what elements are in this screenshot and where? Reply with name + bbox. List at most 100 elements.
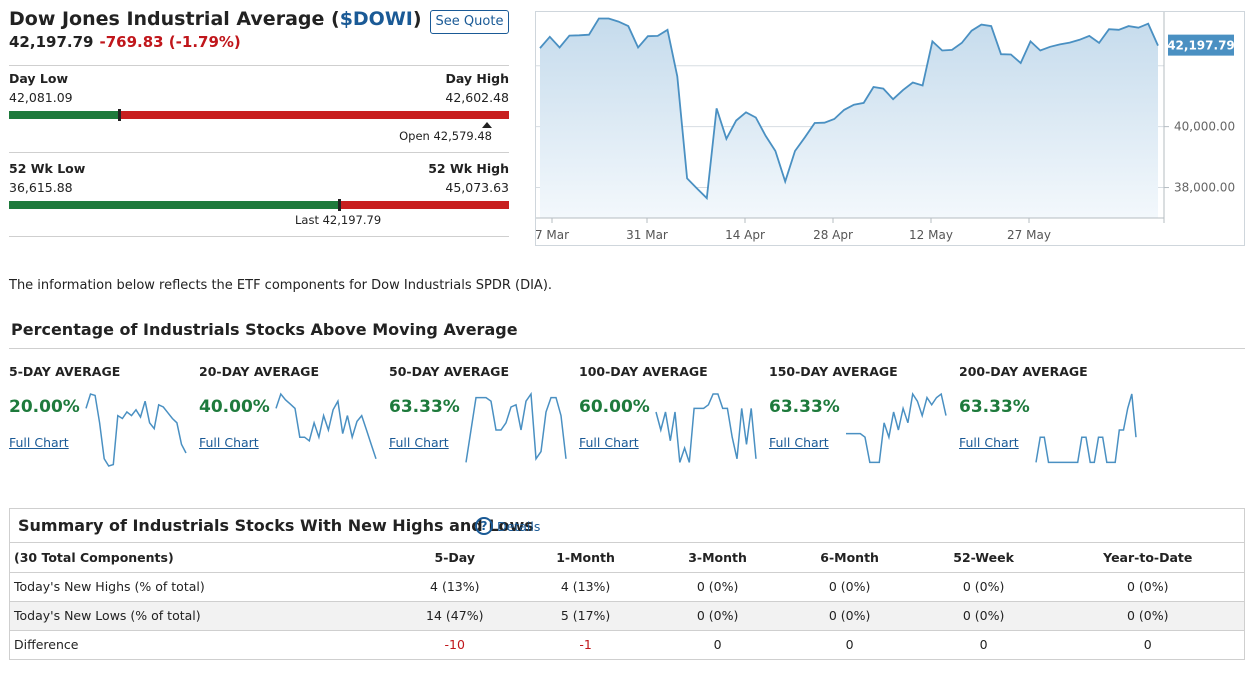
ma-sparkline bbox=[465, 392, 567, 463]
ma-percentage: 63.33% bbox=[959, 397, 1030, 417]
wk52-range-bar bbox=[9, 199, 509, 211]
wk52-range-green bbox=[9, 201, 339, 209]
price-area bbox=[540, 18, 1158, 218]
table-cell: 0 bbox=[1143, 637, 1152, 653]
quote-panel: Dow Jones Industrial Average ($DOWI) See… bbox=[9, 8, 509, 238]
table-cell: -10 bbox=[444, 637, 465, 653]
table-cell: 4 (13%) bbox=[390, 572, 520, 602]
moving-average-title: Percentage of Industrials Stocks Above M… bbox=[11, 320, 518, 339]
summary-header: Summary of Industrials Stocks With New H… bbox=[10, 509, 1244, 543]
table-header-row: (30 Total Components) 5-Day 1-Month 3-Mo… bbox=[10, 543, 1244, 573]
open-marker-icon bbox=[481, 122, 492, 128]
table-cell: 0 (0%) bbox=[651, 601, 784, 631]
price-line bbox=[539, 17, 1159, 201]
ma-percentage: 40.00% bbox=[199, 397, 270, 417]
day-low-value: 42,081.09 bbox=[9, 90, 73, 105]
row-label: Difference bbox=[14, 637, 79, 653]
price-change: -769.83 (-1.79%) bbox=[99, 33, 241, 51]
x-tick-label: 7 Mar bbox=[536, 228, 569, 242]
day-range-red bbox=[119, 111, 509, 119]
column-header: 5-Day bbox=[390, 543, 520, 573]
y-tick-label: 40,000.00 bbox=[1174, 120, 1235, 134]
column-header: 6-Month bbox=[783, 543, 916, 573]
price-chart[interactable]: 7 Mar 31 Mar 14 Apr 28 Apr 12 May 27 May 40,00… bbox=[535, 11, 1245, 246]
table-cell: 0 (0%) bbox=[915, 572, 1052, 602]
x-tick-label: 27 May bbox=[1007, 228, 1051, 242]
table-row: Today's New Highs (% of total) 4 (13%) 4… bbox=[10, 572, 1244, 602]
last-price-line: 42,197.79 -769.83 (-1.79%) bbox=[9, 33, 241, 51]
see-quote-button[interactable]: See Quote bbox=[430, 10, 509, 34]
row-label: Today's New Lows (% of total) bbox=[10, 601, 390, 631]
table-cell: 0 (0%) bbox=[783, 572, 916, 602]
ma-label: 20-DAY AVERAGE bbox=[199, 364, 319, 379]
column-header: (30 Total Components) bbox=[10, 543, 390, 573]
table-cell: -1 bbox=[579, 637, 592, 653]
sparkline-series bbox=[465, 392, 567, 463]
ma-label: 150-DAY AVERAGE bbox=[769, 364, 898, 379]
full-chart-link[interactable]: Full Chart bbox=[9, 435, 69, 450]
divider bbox=[9, 348, 1245, 349]
highs-lows-summary: Summary of Industrials Stocks With New H… bbox=[9, 508, 1245, 660]
ma-label: 200-DAY AVERAGE bbox=[959, 364, 1088, 379]
row-label: Today's New Highs (% of total) bbox=[10, 572, 390, 602]
summary-table: (30 Total Components) 5-Day 1-Month 3-Mo… bbox=[10, 543, 1244, 659]
full-chart-link[interactable]: Full Chart bbox=[389, 435, 449, 450]
table-cell: 0 (0%) bbox=[651, 572, 784, 602]
full-chart-link[interactable]: Full Chart bbox=[769, 435, 829, 450]
full-chart-link[interactable]: Full Chart bbox=[959, 435, 1019, 450]
wk52-range-red bbox=[339, 201, 509, 209]
full-chart-link[interactable]: Full Chart bbox=[579, 435, 639, 450]
x-tick-label: 12 May bbox=[909, 228, 953, 242]
day-range-bar bbox=[9, 109, 509, 121]
moving-average-card: 50-DAY AVERAGE 63.33% Full Chart bbox=[389, 364, 579, 474]
ma-sparkline bbox=[275, 392, 377, 460]
ma-sparkline bbox=[846, 392, 947, 464]
table-row: Today's New Lows (% of total) 14 (47%) 5… bbox=[10, 601, 1244, 631]
summary-title: Summary of Industrials Stocks With New H… bbox=[18, 516, 534, 535]
title-suffix: ) bbox=[412, 8, 422, 30]
x-tick-label: 14 Apr bbox=[725, 228, 765, 242]
wk52-range-marker bbox=[338, 199, 341, 211]
y-tick-label: 38,000.00 bbox=[1174, 181, 1235, 195]
moving-average-card: 100-DAY AVERAGE 60.00% Full Chart bbox=[579, 364, 769, 474]
day-high-label: Day High bbox=[445, 71, 509, 86]
open-label: Open 42,579.48 bbox=[399, 129, 492, 143]
ma-percentage: 60.00% bbox=[579, 397, 650, 417]
help-icon[interactable]: ? bbox=[475, 517, 493, 535]
ma-percentage: 63.33% bbox=[389, 397, 460, 417]
ma-sparkline bbox=[655, 393, 757, 463]
wk52-high-value: 45,073.63 bbox=[445, 180, 509, 195]
column-header: Year-to-Date bbox=[1051, 543, 1244, 573]
moving-average-card: 5-DAY AVERAGE 20.00% Full Chart bbox=[9, 364, 199, 474]
table-cell: 5 (17%) bbox=[519, 601, 652, 631]
divider bbox=[9, 236, 509, 237]
table-cell: 0 (0%) bbox=[1051, 572, 1244, 602]
details-link[interactable]: Details bbox=[497, 519, 541, 534]
sparkline-series bbox=[846, 392, 947, 464]
column-header: 3-Month bbox=[651, 543, 784, 573]
full-chart-link[interactable]: Full Chart bbox=[199, 435, 259, 450]
table-cell: 0 (0%) bbox=[1051, 601, 1244, 631]
last-price-badge bbox=[1168, 34, 1234, 56]
wk52-last-label: Last 42,197.79 bbox=[295, 213, 382, 227]
ma-label: 100-DAY AVERAGE bbox=[579, 364, 708, 379]
x-tick-label: 28 Apr bbox=[813, 228, 853, 242]
moving-average-card: 150-DAY AVERAGE 63.33% Full Chart bbox=[769, 364, 959, 474]
title-prefix: Dow Jones Industrial Average ( bbox=[9, 8, 340, 30]
table-row: Difference -10 -1 0 0 0 0 bbox=[10, 630, 1244, 659]
table-cell: 0 (0%) bbox=[783, 601, 916, 631]
ma-sparkline bbox=[85, 393, 187, 467]
day-range-marker bbox=[118, 109, 121, 121]
table-cell: 0 bbox=[979, 637, 988, 653]
ma-percentage: 63.33% bbox=[769, 397, 840, 417]
table-cell: 4 (13%) bbox=[519, 572, 652, 602]
sparkline-series bbox=[1035, 393, 1137, 464]
ma-percentage: 20.00% bbox=[9, 397, 80, 417]
table-cell: 0 bbox=[713, 637, 722, 653]
wk52-low-value: 36,615.88 bbox=[9, 180, 73, 195]
divider bbox=[9, 65, 509, 66]
moving-average-card: 20-DAY AVERAGE 40.00% Full Chart bbox=[199, 364, 389, 474]
table-cell: 0 (0%) bbox=[915, 601, 1052, 631]
ma-sparkline bbox=[1035, 393, 1137, 464]
table-cell: 0 bbox=[845, 637, 854, 653]
